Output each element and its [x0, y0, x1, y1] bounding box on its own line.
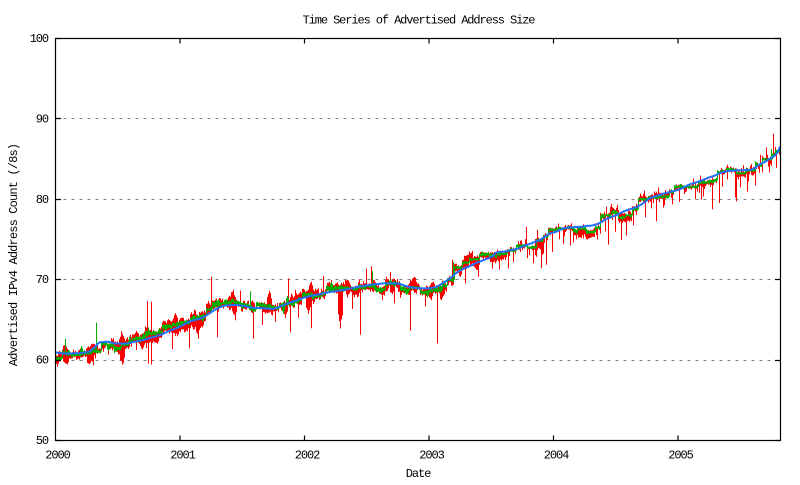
svg-text:2002: 2002: [295, 449, 320, 463]
svg-text:80: 80: [36, 193, 49, 207]
svg-text:Date: Date: [406, 467, 431, 480]
svg-text:60: 60: [36, 354, 49, 368]
svg-text:2003: 2003: [419, 449, 444, 463]
svg-text:50: 50: [36, 434, 49, 448]
svg-text:Time Series of Advertised Addr: Time Series of Advertised Address Size: [303, 14, 536, 28]
svg-text:2001: 2001: [170, 449, 195, 463]
svg-text:2000: 2000: [45, 449, 70, 463]
svg-text:Advertised IPv4 Address Count: Advertised IPv4 Address Count (/8s): [7, 144, 21, 366]
svg-text:2005: 2005: [668, 449, 693, 463]
svg-text:70: 70: [36, 273, 49, 287]
svg-text:100: 100: [30, 32, 49, 46]
svg-text:2004: 2004: [544, 449, 569, 463]
svg-text:90: 90: [36, 112, 49, 126]
